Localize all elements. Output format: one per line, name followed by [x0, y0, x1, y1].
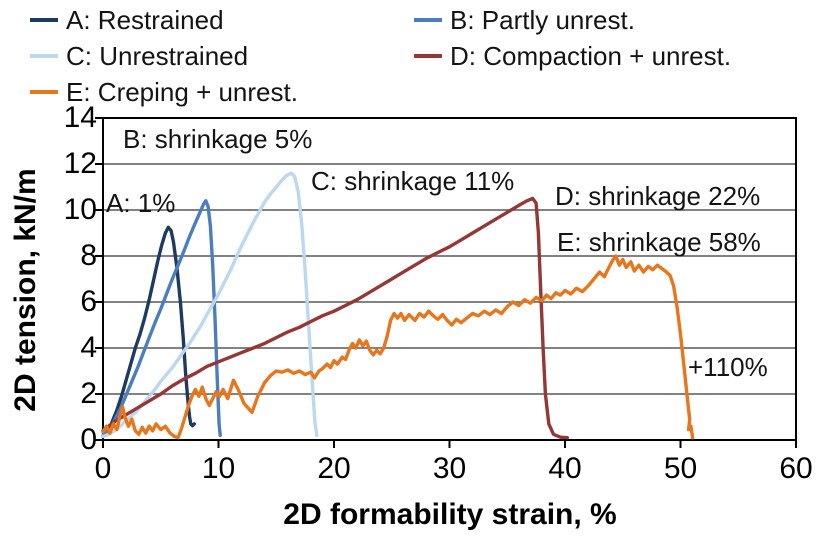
- legend-item-d: D: Compaction + unrest.: [414, 40, 731, 72]
- legend-line-swatch-a: [30, 18, 58, 22]
- legend-line-swatch-c: [30, 54, 58, 58]
- legend-label-b: B: Partly unrest.: [450, 5, 635, 35]
- x-tick-label-0: 0: [94, 452, 112, 485]
- legend-line-swatch-b: [414, 18, 442, 22]
- y-tick-label-0: 0: [80, 423, 97, 456]
- y-tick-label-10: 10: [63, 193, 97, 226]
- legend-label-a: A: Restrained: [66, 5, 224, 35]
- y-tick-label-6: 6: [80, 285, 97, 318]
- annotation-1: C: shrinkage 11%: [311, 166, 515, 196]
- series-line-e: [101, 254, 695, 440]
- annotation-2: D: shrinkage 22%: [555, 181, 761, 211]
- legend-line-swatch-e: [30, 90, 58, 94]
- annotation-3: E: shrinkage 58%: [557, 227, 761, 257]
- legend-item-c: C: Unrestrained: [30, 40, 248, 72]
- y-tick-label-12: 12: [63, 147, 97, 180]
- series-line-d: [101, 196, 569, 440]
- x-axis-title: 2D formability strain, %: [283, 498, 617, 531]
- annotation-5: +110%: [688, 352, 768, 382]
- legend-item-b: B: Partly unrest.: [414, 4, 635, 36]
- legend-item-a: A: Restrained: [30, 4, 224, 36]
- x-tick-label-60: 60: [779, 452, 813, 485]
- x-tick-label-40: 40: [548, 452, 582, 485]
- legend-label-e: E: Creping + unrest.: [66, 77, 298, 107]
- y-tick-label-8: 8: [80, 239, 97, 272]
- legend-item-e: E: Creping + unrest.: [30, 76, 298, 108]
- legend-label-d: D: Compaction + unrest.: [450, 41, 732, 71]
- x-tick-label-20: 20: [317, 452, 351, 485]
- series-line-b: [101, 199, 222, 438]
- y-tick-label-14: 14: [63, 101, 97, 134]
- legend-line-swatch-d: [414, 54, 442, 58]
- x-tick-label-50: 50: [663, 452, 698, 485]
- y-tick-label-2: 2: [80, 377, 97, 410]
- legend-label-c: C: Unrestrained: [66, 41, 249, 71]
- series-line-a: [101, 225, 196, 439]
- annotation-4: A: 1%: [106, 188, 176, 218]
- annotation-0: B: shrinkage 5%: [123, 124, 313, 154]
- x-tick-label-10: 10: [201, 452, 236, 485]
- x-tick-label-30: 30: [432, 452, 467, 485]
- y-tick-label-4: 4: [80, 331, 97, 364]
